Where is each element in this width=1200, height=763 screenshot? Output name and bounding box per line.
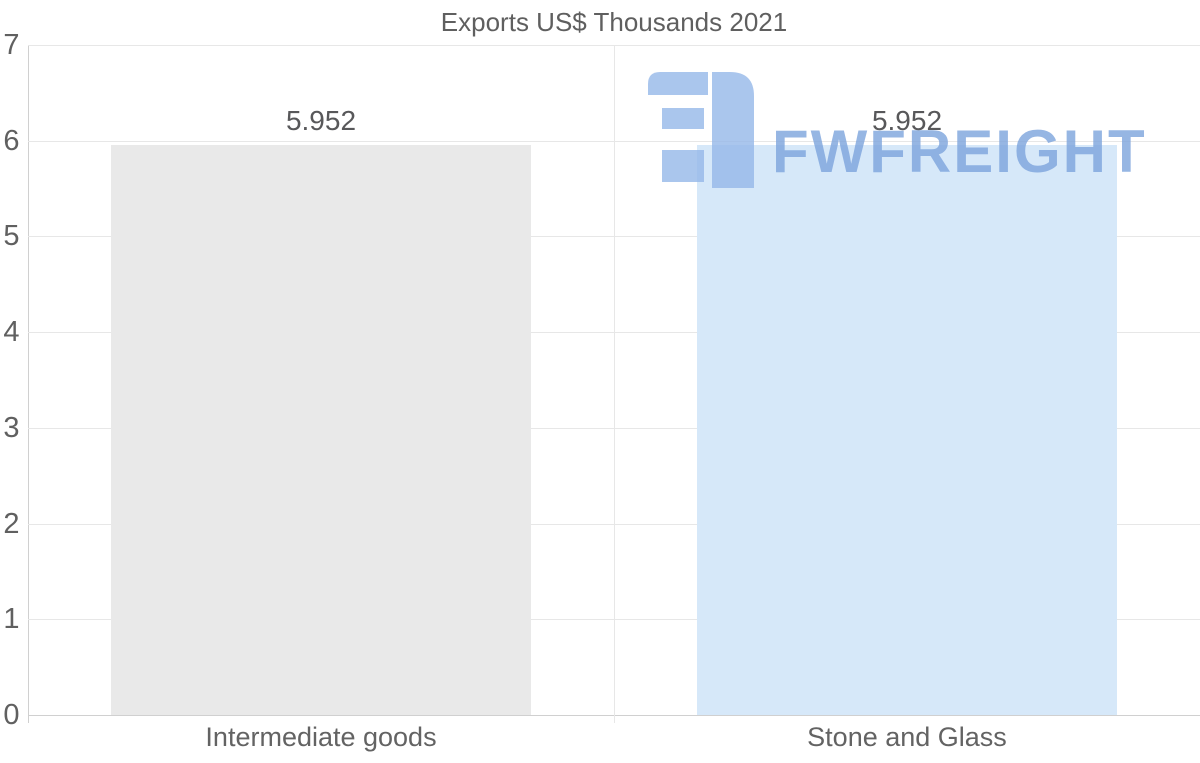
y-axis-tick-label-5: 5 — [3, 220, 20, 253]
watermark-text: FWFREIGHT — [772, 118, 1147, 185]
x-axis-category-label-intermediate-goods: Intermediate goods — [205, 722, 437, 752]
y-axis-tick-label-6: 6 — [3, 124, 20, 157]
y-axis-tick-label-3: 3 — [3, 411, 20, 444]
bar-value-label-intermediate-goods: 5.952 — [285, 105, 357, 137]
x-axis-category-label-stone-and-glass: Stone and Glass — [807, 722, 1007, 752]
y-axis-tick-label-7: 7 — [3, 29, 20, 61]
y-axis-tick-label-1: 1 — [3, 603, 20, 636]
y-axis-tick-label-0: 0 — [3, 699, 20, 731]
plot-area: FWFREIGHT 5.952 5.952 — [28, 45, 1200, 723]
bar-value-label-stone-and-glass: 5.952 — [871, 105, 943, 137]
y-axis-line — [28, 45, 29, 723]
y-axis-tick-label-4: 4 — [3, 316, 20, 349]
bar-stone-and-glass — [697, 145, 1117, 715]
gridline-column-divider — [614, 45, 615, 723]
watermark-logo: FWFREIGHT — [646, 68, 1186, 198]
chart-title: Exports US$ Thousands 2021 — [440, 7, 788, 37]
y-axis-tick-label-2: 2 — [3, 507, 20, 540]
bar-intermediate-goods — [111, 145, 531, 715]
fwfreight-logo-icon — [648, 72, 754, 188]
